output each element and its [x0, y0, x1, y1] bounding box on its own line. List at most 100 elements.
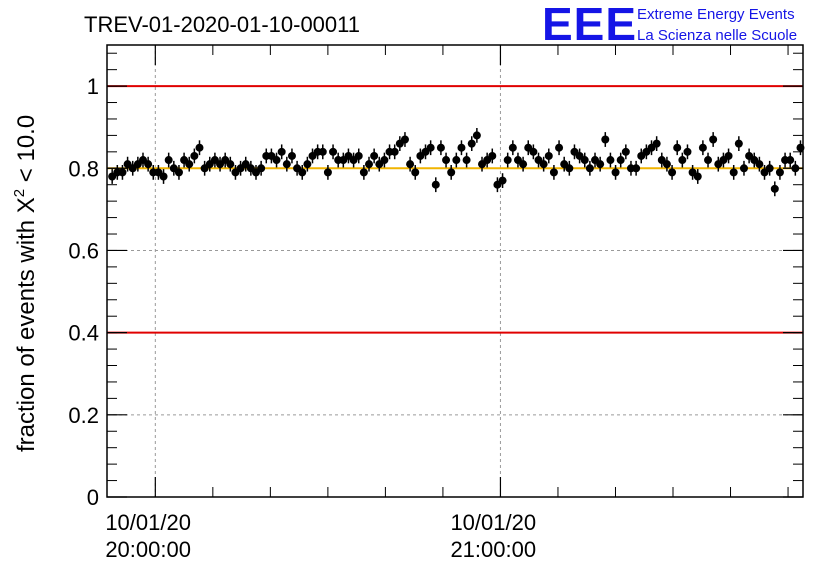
- data-point: [411, 168, 420, 177]
- data-point: [709, 135, 718, 144]
- y-axis-label-suffix: < 10.0: [13, 115, 40, 189]
- y-tick-label: 0.4: [68, 321, 99, 346]
- y-axis-label-symbol: Χ: [13, 197, 40, 213]
- data-points: [108, 128, 805, 197]
- data-point: [452, 156, 461, 165]
- data-point: [724, 151, 733, 160]
- data-point: [164, 156, 173, 165]
- data-point: [354, 151, 363, 160]
- grid-lines: [107, 45, 803, 497]
- logo-letters: EEE: [542, 0, 637, 50]
- chart-title: TREV-01-2020-01-10-00011: [84, 12, 360, 37]
- data-point: [755, 160, 764, 169]
- data-point: [442, 156, 451, 165]
- data-point: [436, 143, 445, 152]
- y-axis: 0 0.2 0.4 0.6 0.8 1: [68, 52, 803, 510]
- data-point: [775, 168, 784, 177]
- data-point: [673, 143, 682, 152]
- data-point: [365, 160, 374, 169]
- data-point: [765, 164, 774, 173]
- y-tick-label: 0.6: [68, 238, 99, 263]
- reference-lines: [107, 85, 803, 334]
- x-tick-time: 20:00:00: [105, 537, 191, 562]
- data-point: [257, 164, 266, 173]
- logo-line1: Extreme Energy Events: [637, 6, 795, 23]
- data-point: [678, 156, 687, 165]
- data-point: [462, 156, 471, 165]
- data-point: [370, 151, 379, 160]
- data-point: [447, 168, 456, 177]
- data-point: [226, 160, 235, 169]
- data-point: [616, 156, 625, 165]
- data-point: [457, 143, 466, 152]
- data-point: [580, 156, 589, 165]
- data-point: [693, 172, 702, 181]
- y-tick-label: 0: [87, 485, 99, 510]
- y-axis-label-prefix: fraction of events with: [13, 213, 40, 452]
- data-point: [190, 151, 199, 160]
- data-point: [318, 147, 327, 156]
- data-point: [277, 147, 286, 156]
- data-point: [611, 168, 620, 177]
- data-point: [503, 156, 512, 165]
- data-point: [400, 135, 409, 144]
- data-point: [529, 147, 538, 156]
- data-point: [380, 156, 389, 165]
- data-point: [606, 156, 615, 165]
- data-point: [539, 160, 548, 169]
- data-point: [596, 160, 605, 169]
- data-point: [323, 168, 332, 177]
- data-point: [287, 151, 296, 160]
- data-point: [662, 160, 671, 169]
- data-point: [359, 168, 368, 177]
- x-tick-date: 10/01/20: [450, 510, 536, 535]
- data-point: [786, 156, 795, 165]
- data-point: [329, 147, 338, 156]
- data-point: [519, 160, 528, 169]
- data-point: [298, 168, 307, 177]
- data-point: [282, 160, 291, 169]
- data-point: [544, 151, 553, 160]
- data-point: [683, 147, 692, 156]
- y-tick-label: 1: [87, 74, 99, 99]
- data-point: [303, 160, 312, 169]
- logo-line2: La Scienza nelle Scuole: [637, 27, 797, 44]
- data-point: [585, 164, 594, 173]
- data-point: [621, 147, 630, 156]
- data-point: [734, 139, 743, 148]
- y-tick-label: 0.8: [68, 156, 99, 181]
- data-point: [565, 164, 574, 173]
- data-point: [159, 172, 168, 181]
- data-point: [467, 139, 476, 148]
- data-point: [601, 135, 610, 144]
- data-point: [652, 139, 661, 148]
- data-point: [431, 180, 440, 189]
- data-point: [739, 164, 748, 173]
- data-point: [729, 168, 738, 177]
- data-point: [498, 176, 507, 185]
- data-point: [406, 160, 415, 169]
- y-tick-label: 0.2: [68, 403, 99, 428]
- eee-logo: EEE Extreme Energy Events La Scienza nel…: [542, 0, 797, 50]
- data-point: [144, 160, 153, 169]
- data-point: [704, 156, 713, 165]
- data-point: [508, 143, 517, 152]
- x-tick-date: 10/01/20: [105, 510, 191, 535]
- data-point: [698, 143, 707, 152]
- x-tick-time: 21:00:00: [450, 537, 536, 562]
- data-point: [185, 160, 194, 169]
- plot-frame: [106, 44, 804, 498]
- data-point: [632, 164, 641, 173]
- data-point: [488, 151, 497, 160]
- data-point: [668, 168, 677, 177]
- y-axis-label-sup: 2: [11, 189, 28, 197]
- data-point: [272, 156, 281, 165]
- data-point: [174, 168, 183, 177]
- data-point: [118, 168, 127, 177]
- data-point: [195, 143, 204, 152]
- data-point: [549, 168, 558, 177]
- data-point: [390, 147, 399, 156]
- y-axis-label: fraction of events with Χ2 < 10.0: [11, 115, 40, 452]
